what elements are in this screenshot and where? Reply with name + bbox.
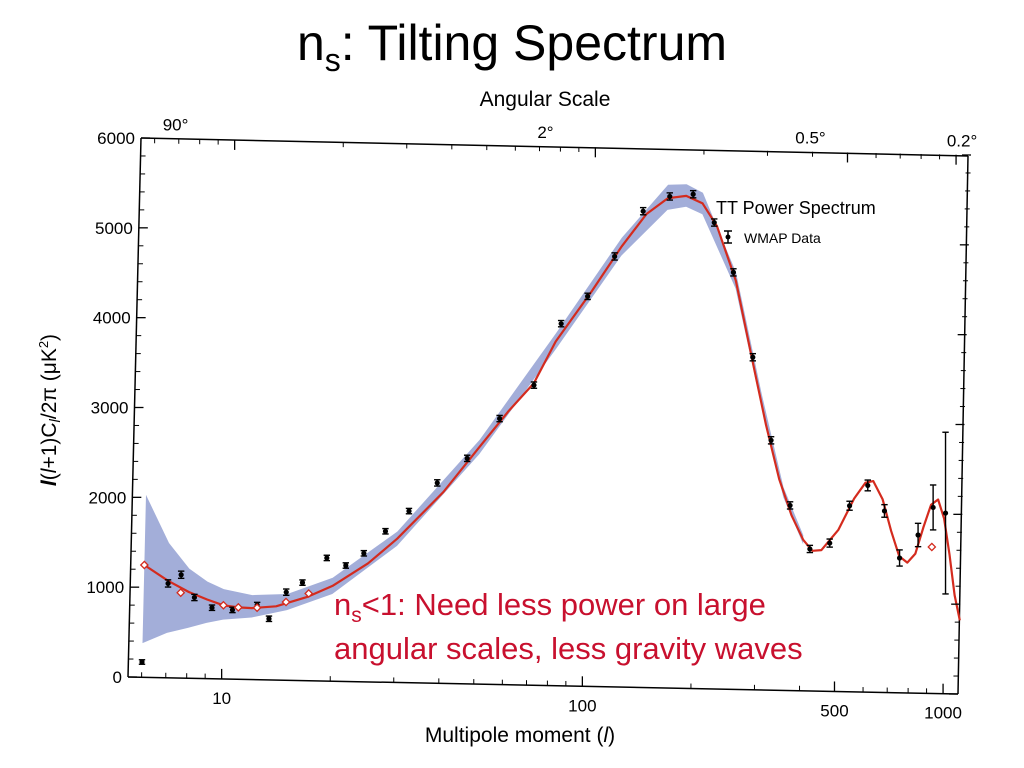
data-point-19 [557, 319, 565, 328]
data-point-30 [806, 544, 814, 554]
model-marker-5 [281, 597, 291, 607]
x-axis-ticks: 10 100 500 1000 [141, 138, 962, 723]
y-tick-5000: 5000 [95, 155, 971, 246]
wmap-data-points [138, 189, 949, 665]
data-point-16 [463, 454, 471, 463]
data-point-14 [405, 507, 413, 515]
data-point-20 [584, 292, 591, 301]
x-tick-10: 10 [212, 139, 236, 708]
y-tick-label: 0 [113, 668, 122, 687]
top-axis-label: Angular Scale [480, 88, 611, 111]
y-tick-label: 2000 [89, 488, 127, 507]
data-point-37 [929, 484, 937, 531]
data-point-11 [342, 562, 350, 569]
data-point-32 [846, 500, 853, 511]
data-point-7 [265, 615, 273, 623]
legend-title: TT Power Spectrum [716, 198, 876, 218]
top-axis-ticks: 90° 2° 0.5° 0.2° [163, 116, 978, 151]
title-subscript: s [324, 42, 341, 78]
data-point-27 [749, 352, 756, 362]
data-point-17 [496, 414, 503, 423]
data-point-23 [666, 192, 673, 201]
y-tick-4000: 4000 [93, 245, 969, 336]
data-point-26 [730, 268, 737, 277]
top-tick-label-2: 0.5° [795, 129, 825, 148]
data-point-28 [767, 436, 775, 445]
y-tick-3000: 3000 [91, 335, 967, 426]
model-marker-0 [139, 560, 149, 570]
data-point-15 [434, 479, 441, 487]
data-point-13 [382, 527, 389, 535]
x-axis-label: Multipole moment (l) [425, 724, 615, 747]
y-tick-label: 6000 [97, 129, 135, 148]
data-point-35 [896, 549, 903, 567]
data-point-24 [689, 189, 697, 199]
model-uncertainty-band [142, 184, 804, 644]
x-tick-label: 1000 [924, 704, 962, 723]
annotation: ns<1: Need less power on large angular s… [334, 587, 803, 666]
y-tick-0: 0 [113, 604, 960, 695]
top-tick-label-3: 0.2° [947, 132, 977, 151]
y-tick-label: 1000 [86, 578, 124, 597]
data-point-38 [942, 431, 949, 595]
y-tick-2000: 2000 [89, 424, 965, 515]
y-axis-ticks: 0 1000 2000 3000 4000 5000 6000 [86, 129, 971, 695]
data-point-8 [283, 588, 290, 597]
slide-title: ns: Tilting Spectrum [0, 14, 1024, 79]
data-point-2 [177, 570, 185, 580]
x-tick-label: 10 [212, 689, 231, 708]
data-point-25 [711, 218, 718, 227]
model-curve [143, 194, 961, 621]
x-tick-500: 500 [820, 152, 849, 720]
model-marker-3 [233, 602, 243, 612]
data-point-9 [299, 579, 306, 587]
model-marker-7 [927, 542, 937, 552]
x-tick-100: 100 [568, 147, 597, 715]
band-area [142, 184, 804, 644]
data-point-34 [881, 503, 888, 518]
data-point-29 [786, 501, 794, 510]
data-point-12 [360, 549, 368, 557]
title-main: n [296, 15, 325, 71]
y-tick-label: 5000 [95, 219, 133, 238]
data-point-33 [864, 479, 871, 492]
y-tick-label: 3000 [91, 399, 129, 418]
model-marker-4 [252, 603, 262, 613]
model-marker-6 [304, 589, 314, 599]
data-point-10 [323, 554, 331, 562]
data-point-36 [914, 522, 922, 548]
model-marker-2 [218, 600, 228, 610]
top-axis [140, 137, 969, 157]
annotation-line-1: ns<1: Need less power on large [334, 587, 766, 627]
data-point-21 [611, 252, 618, 261]
legend: TT Power Spectrum WMAP Data [716, 198, 876, 246]
model-marker-1 [176, 588, 186, 598]
data-point-0 [138, 659, 146, 665]
top-tick-label-1: 2° [537, 123, 553, 142]
data-point-3 [191, 593, 198, 602]
x-tick-label: 500 [820, 701, 848, 720]
y-tick-6000: 6000 [97, 129, 971, 156]
bottom-axis [127, 676, 959, 695]
x-tick-label: 100 [568, 696, 596, 715]
data-point-22 [639, 206, 647, 216]
title-rest: : Tilting Spectrum [340, 15, 728, 71]
data-point-1 [164, 579, 172, 588]
model-markers [139, 542, 937, 613]
y-axis-label: l(l+1)Cl/2π (μK2) [36, 334, 64, 486]
data-point-18 [530, 381, 538, 389]
legend-marker-icon [724, 230, 732, 244]
top-tick-label-0: 90° [163, 116, 189, 135]
data-point-31 [826, 538, 833, 548]
data-point-4 [208, 604, 216, 612]
y-tick-1000: 1000 [86, 514, 962, 605]
y-tick-label: 4000 [93, 309, 131, 328]
annotation-line-2: angular scales, less gravity waves [334, 631, 803, 666]
model-line [143, 194, 961, 621]
x-tick-1000: 1000 [924, 154, 962, 723]
legend-entry-wmap-data: WMAP Data [744, 230, 821, 246]
